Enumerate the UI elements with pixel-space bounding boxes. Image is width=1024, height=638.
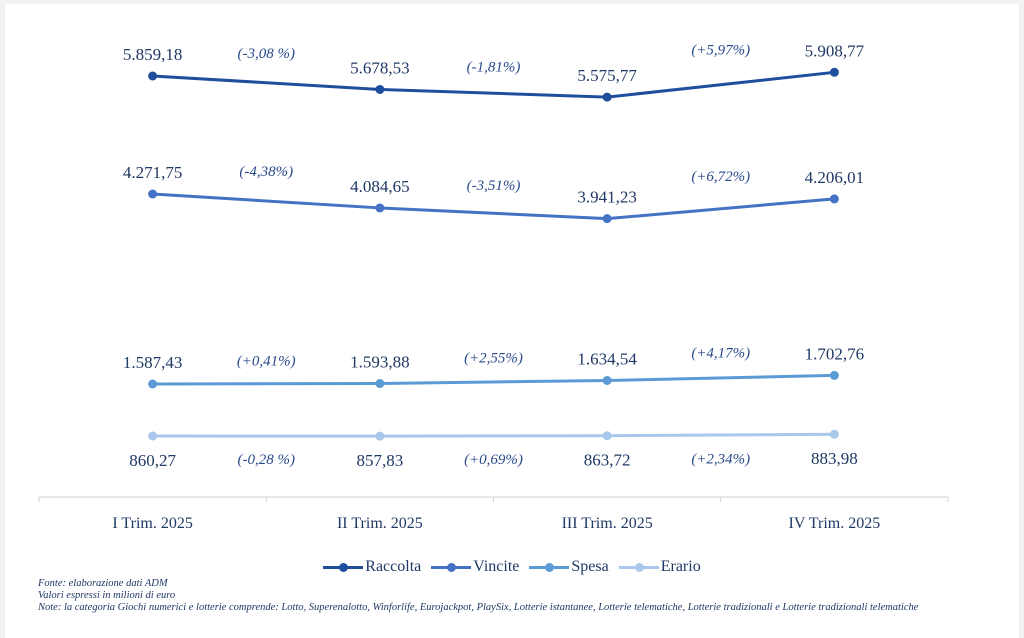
legend-item-erario: Erario bbox=[618, 558, 701, 576]
data-point-raccolta bbox=[602, 92, 612, 102]
data-label: 1.593,88 bbox=[350, 353, 410, 372]
data-point-erario bbox=[148, 431, 158, 441]
chart-notes: Fonte: elaborazione dati ADM Valori espr… bbox=[38, 578, 988, 614]
x-tick-label: I Trim. 2025 bbox=[112, 515, 192, 532]
data-point-spesa bbox=[602, 375, 612, 385]
data-point-vincite bbox=[602, 214, 612, 224]
legend-swatch bbox=[431, 561, 472, 573]
legend-swatch bbox=[323, 561, 364, 573]
legend-label: Spesa bbox=[571, 558, 609, 575]
data-point-vincite bbox=[829, 194, 839, 204]
data-label: 4.084,65 bbox=[350, 177, 410, 196]
data-point-raccolta bbox=[375, 84, 385, 94]
data-point-vincite bbox=[375, 203, 385, 213]
legend: Raccolta Vincite Spesa Erario bbox=[5, 558, 1019, 576]
series-line-vincite bbox=[152, 192, 835, 221]
data-label: 5.575,77 bbox=[577, 66, 637, 85]
legend-swatch bbox=[529, 561, 570, 573]
change-label: (-3,08 %) bbox=[238, 46, 295, 62]
data-point-vincite bbox=[148, 189, 158, 199]
series-line-erario bbox=[152, 432, 835, 438]
data-point-spesa bbox=[148, 379, 158, 389]
data-label: 5.678,53 bbox=[350, 58, 410, 77]
legend-label: Raccolta bbox=[365, 558, 422, 575]
data-label: 1.702,76 bbox=[805, 344, 865, 363]
data-label: 863,72 bbox=[584, 451, 631, 470]
change-label: (+4,17%) bbox=[691, 345, 750, 361]
data-label: 1.634,54 bbox=[577, 349, 637, 368]
data-point-erario bbox=[602, 431, 612, 441]
x-tick-label: III Trim. 2025 bbox=[562, 515, 653, 532]
change-label: (-0,28 %) bbox=[238, 452, 295, 468]
x-tick-label: II Trim. 2025 bbox=[337, 515, 423, 532]
legend-item-spesa: Spesa bbox=[529, 558, 609, 576]
chart-panel: I Trim. 2025 II Trim. 2025 III Trim. 2025 I… bbox=[5, 4, 1019, 638]
data-point-raccolta bbox=[829, 67, 839, 77]
data-label: 857,83 bbox=[357, 451, 404, 470]
data-point-raccolta bbox=[148, 71, 158, 81]
data-label: 4.206,01 bbox=[805, 168, 865, 187]
change-label: (-1,81%) bbox=[467, 59, 521, 75]
change-label: (-3,51%) bbox=[467, 178, 521, 194]
legend-item-raccolta: Raccolta bbox=[323, 558, 421, 576]
line-chart: I Trim. 2025 II Trim. 2025 III Trim. 2025 I… bbox=[38, 41, 949, 532]
change-label: (-4,38%) bbox=[239, 164, 293, 180]
legend-label: Vincite bbox=[473, 558, 520, 575]
change-label: (+0,69%) bbox=[464, 452, 523, 468]
series-line-spesa bbox=[152, 373, 835, 386]
data-point-erario bbox=[829, 429, 839, 439]
data-label: 883,98 bbox=[811, 449, 858, 468]
change-label: (+5,97%) bbox=[691, 42, 750, 58]
data-point-spesa bbox=[375, 379, 385, 389]
data-label: 4.271,75 bbox=[123, 163, 183, 182]
data-point-erario bbox=[375, 431, 385, 441]
data-label: 1.587,43 bbox=[123, 353, 183, 372]
data-label: 3.941,23 bbox=[577, 188, 637, 207]
series-line-raccolta bbox=[152, 70, 835, 99]
change-label: (+0,41%) bbox=[237, 354, 296, 370]
change-label: (+6,72%) bbox=[691, 169, 750, 185]
change-label: (+2,55%) bbox=[464, 350, 523, 366]
legend-swatch bbox=[618, 561, 659, 573]
data-label: 5.908,77 bbox=[805, 41, 865, 60]
source-note: Fonte: elaborazione dati ADM bbox=[38, 578, 168, 589]
data-label: 5.859,18 bbox=[123, 45, 183, 64]
change-label: (+2,34%) bbox=[691, 452, 750, 468]
x-tick-label: IV Trim. 2025 bbox=[789, 515, 881, 532]
units-note: Valori espressi in milioni di euro bbox=[38, 590, 176, 601]
data-point-spesa bbox=[829, 370, 839, 380]
legend-label: Erario bbox=[660, 558, 701, 575]
category-note: Note: la categoria Giochi numerici e lot… bbox=[38, 602, 919, 613]
data-label: 860,27 bbox=[129, 451, 176, 470]
legend-item-vincite: Vincite bbox=[431, 558, 519, 576]
